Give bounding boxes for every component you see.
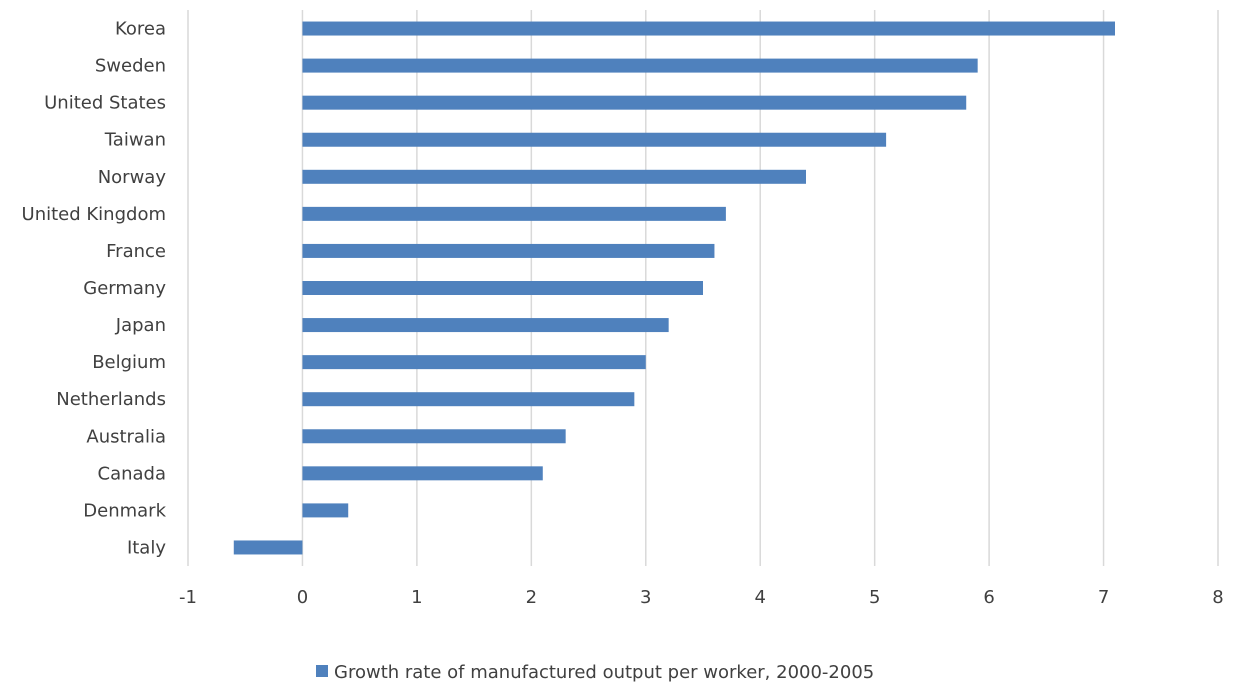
bar (302, 281, 703, 295)
bar (302, 503, 349, 518)
bar (302, 95, 967, 110)
x-tick-label: 2 (526, 587, 537, 608)
x-tick-label: 0 (297, 587, 308, 608)
category-label: France (106, 241, 166, 262)
bar (302, 169, 806, 184)
bars (233, 21, 1115, 555)
category-label: Denmark (83, 500, 166, 521)
category-label: Italy (127, 537, 166, 558)
category-labels: Korea Sweden United States Taiwan Norway Unit… (22, 19, 167, 559)
legend-swatch (316, 665, 328, 677)
x-tick-label: -1 (179, 587, 197, 608)
bar (302, 21, 1115, 36)
category-label: Netherlands (56, 389, 166, 410)
category-label: Australia (86, 426, 166, 447)
bar (302, 318, 669, 333)
category-label: Germany (83, 278, 166, 299)
x-tick-label: 1 (411, 587, 422, 608)
bar (302, 429, 566, 444)
x-tick-labels: -1 0 1 2 3 4 5 6 7 8 (179, 587, 1224, 608)
category-label: Taiwan (104, 130, 166, 151)
x-tick-label: 7 (1098, 587, 1109, 608)
bar (302, 392, 635, 407)
bar (233, 540, 303, 555)
bar (302, 206, 726, 221)
legend-label: Growth rate of manufactured output per w… (334, 662, 874, 683)
x-tick-label: 5 (869, 587, 880, 608)
x-tick-label: 6 (983, 587, 994, 608)
x-tick-label: 4 (754, 587, 765, 608)
legend: Growth rate of manufactured output per w… (316, 662, 874, 683)
bar (302, 466, 543, 481)
category-label: United Kingdom (22, 204, 166, 225)
bar (302, 355, 646, 370)
category-label: Belgium (92, 352, 166, 373)
category-label: Japan (115, 315, 166, 336)
x-tick-label: 3 (640, 587, 651, 608)
category-label: Korea (115, 19, 166, 40)
category-label: Canada (98, 463, 167, 484)
bar (302, 132, 887, 147)
bar (302, 243, 715, 258)
category-label: Norway (98, 167, 167, 188)
bar (302, 58, 978, 73)
category-label: Sweden (95, 56, 166, 77)
category-label: United States (44, 93, 166, 114)
x-tick-label: 8 (1212, 587, 1223, 608)
